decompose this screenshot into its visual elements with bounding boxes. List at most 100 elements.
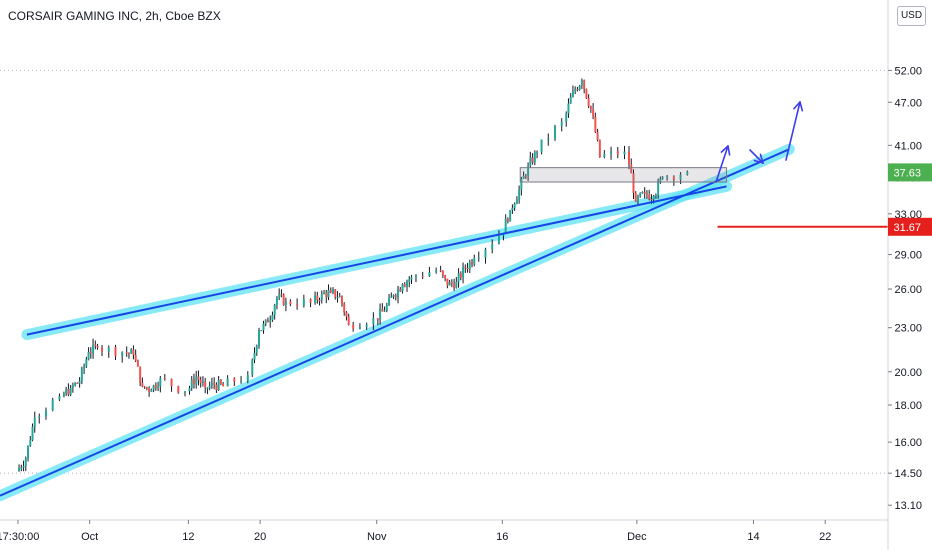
candle [320,290,323,304]
candle [569,93,572,104]
candle-body [192,379,195,385]
candle [213,377,216,390]
candle [473,254,476,267]
candle-body [71,385,74,388]
candle [365,322,368,330]
candle-body [414,275,417,278]
candle [143,385,146,389]
candle-body [282,294,285,306]
candle [589,105,592,113]
candle [217,375,220,392]
price-tick-label: 52.00 [894,65,922,77]
candle [33,411,36,433]
candle [661,176,664,180]
candle [83,363,86,375]
candle [574,86,577,95]
candle-body [94,344,97,346]
candle-body [587,97,590,107]
candle [323,289,326,295]
price-tick-label: 16.00 [894,437,922,449]
candle-body [464,266,467,268]
candle [152,384,155,393]
candle [314,291,317,305]
candle [154,382,157,391]
candle-body [522,175,525,179]
candle-body [529,157,532,167]
candle-body [76,382,79,384]
candle-body [309,299,312,303]
candle [278,288,281,301]
candle [571,85,574,98]
candle [69,384,72,397]
candle [31,423,34,442]
candle [20,464,23,472]
currency-button[interactable]: USD [897,6,926,26]
candle [672,175,675,186]
candle-body [114,347,117,357]
candle-body [318,300,321,302]
candle-body [471,261,474,265]
candle-body [580,80,583,86]
time-tick-label: 17:30:00 [0,531,39,543]
candle-body [560,121,563,127]
candle-body [634,192,637,202]
candle-body [141,382,144,387]
current-price-tag [888,163,932,182]
candle [397,285,400,304]
candle [491,239,494,254]
candle-body [511,207,514,211]
candle [598,139,601,158]
candle-body [459,273,462,278]
arrow-up-2-shaft [785,101,801,161]
candle-body [554,126,556,139]
candle-body [616,151,619,155]
price-tick-label: 23.00 [894,323,922,335]
candle [226,375,229,387]
candle-body [585,88,588,98]
upper-trendline [26,185,727,336]
candle [125,346,128,357]
candle-body [51,399,54,411]
candle [184,391,186,397]
candle [148,386,151,397]
candle-body [513,204,516,208]
candle-body [484,249,487,258]
candle [536,150,539,159]
candle [192,373,195,389]
candle [145,386,148,391]
candle-body [262,323,265,331]
candle-body [273,305,276,315]
candle-body [240,380,243,382]
candle-body [327,290,330,298]
candle [85,356,88,369]
candle [127,352,130,359]
candle [468,259,471,274]
candle [309,298,312,308]
candle [201,376,204,387]
candle-body [258,330,260,346]
candle [641,191,644,194]
candle-body [654,195,657,197]
candle-body [589,106,592,110]
candle [410,274,413,285]
candle-body [197,376,200,380]
candle [390,292,393,298]
candle-body [27,445,30,459]
candle-body [569,96,572,104]
candle [565,111,568,127]
candle-body [157,386,160,389]
candle [524,173,527,180]
candle [441,270,444,279]
candle [329,287,332,294]
candle-body [139,366,142,383]
candle [383,306,386,312]
candle-body [462,266,465,278]
candle [78,377,81,388]
candle-body [450,282,453,284]
candle-body [264,319,267,324]
candle [408,276,411,288]
candle [130,348,133,354]
candle [648,189,651,201]
candle-body [643,192,646,194]
